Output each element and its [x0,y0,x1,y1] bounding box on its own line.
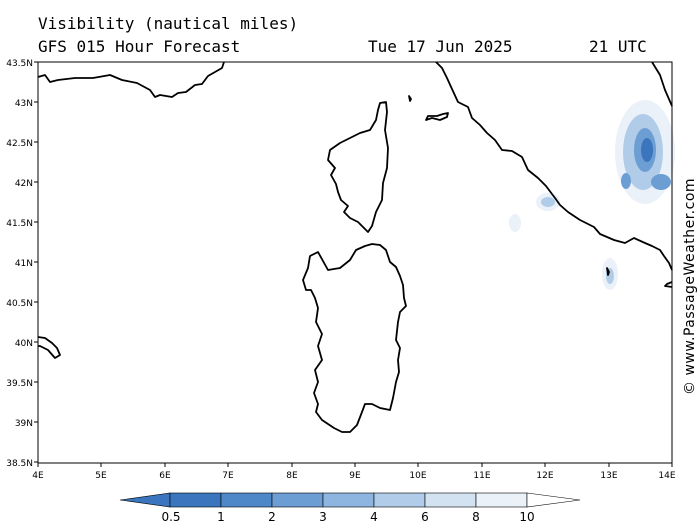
lat-label: 40N [15,339,33,349]
elba-island [425,112,449,121]
colorbar-label: 1 [217,510,225,524]
naples-coastline [664,281,673,288]
colorbar-segment [424,492,477,508]
colorbar-segment [373,492,426,508]
corsica-island [327,101,389,233]
colorbar-segment [271,492,324,508]
lon-label: 6E [159,471,171,481]
colorbar-segment [322,492,375,508]
lon-label: 14E [658,471,675,481]
visibility-shading [509,100,675,290]
lon-label: 11E [473,471,490,481]
forecast-time: 21 UTC [589,37,647,56]
italy-coastline [435,61,673,271]
colorbar-label: 3 [319,510,327,524]
latitude-labels: 43.5N 43N 42.5N 42N 41.5N 41N 40.5N 40N … [6,59,33,469]
axis-ticks [34,61,673,467]
lon-label: 9E [349,471,361,481]
lon-label: 4E [32,471,44,481]
menorca-coastline [37,336,61,359]
giglio-island [408,95,412,102]
map-title: Visibility (nautical miles) [38,14,299,33]
colorbar-segment [475,492,528,508]
lat-label: 38.5N [6,459,33,469]
colorbar-label: 6 [421,510,429,524]
forecast-date: Tue 17 Jun 2025 [368,37,513,56]
lat-label: 42.5N [6,139,33,149]
ponza-island [606,267,610,276]
colorbar-low-arrow [119,492,171,508]
lat-label: 43N [15,99,33,109]
lon-label: 5E [95,471,107,481]
lon-label: 7E [222,471,234,481]
colorbar-high-arrow [526,492,581,508]
france-coastline [37,61,225,98]
colorbar-label: 10 [519,510,534,524]
lat-label: 40.5N [6,299,33,309]
colorbar-label: 8 [472,510,480,524]
colorbar-segment [169,492,222,508]
lat-label: 41N [15,259,33,269]
website-credit: © www.PassageWeather.com [682,177,698,395]
lon-label: 10E [409,471,426,481]
forecast-subtitle: GFS 015 Hour Forecast [38,37,241,56]
italy-northeast-coastline [651,61,673,107]
lat-label: 41.5N [6,219,33,229]
colorbar-label: 2 [268,510,276,524]
lat-label: 42N [15,179,33,189]
coastline [37,61,673,433]
lat-label: 39N [15,419,33,429]
colorbar-label: 0.5 [161,510,180,524]
colorbar-segment [220,492,273,508]
colorbar: 0.5 1 2 3 4 6 8 10 [119,492,581,524]
lat-label: 43.5N [6,59,33,69]
lat-label: 39.5N [6,379,33,389]
sardinia-island [302,243,407,433]
lon-label: 13E [600,471,617,481]
longitude-labels: 4E 5E 6E 7E 8E 9E 10E 11E 12E 13E 14E [32,471,676,481]
colorbar-label: 4 [370,510,378,524]
lon-label: 12E [536,471,553,481]
map-frame [37,61,673,464]
lon-label: 8E [286,471,298,481]
